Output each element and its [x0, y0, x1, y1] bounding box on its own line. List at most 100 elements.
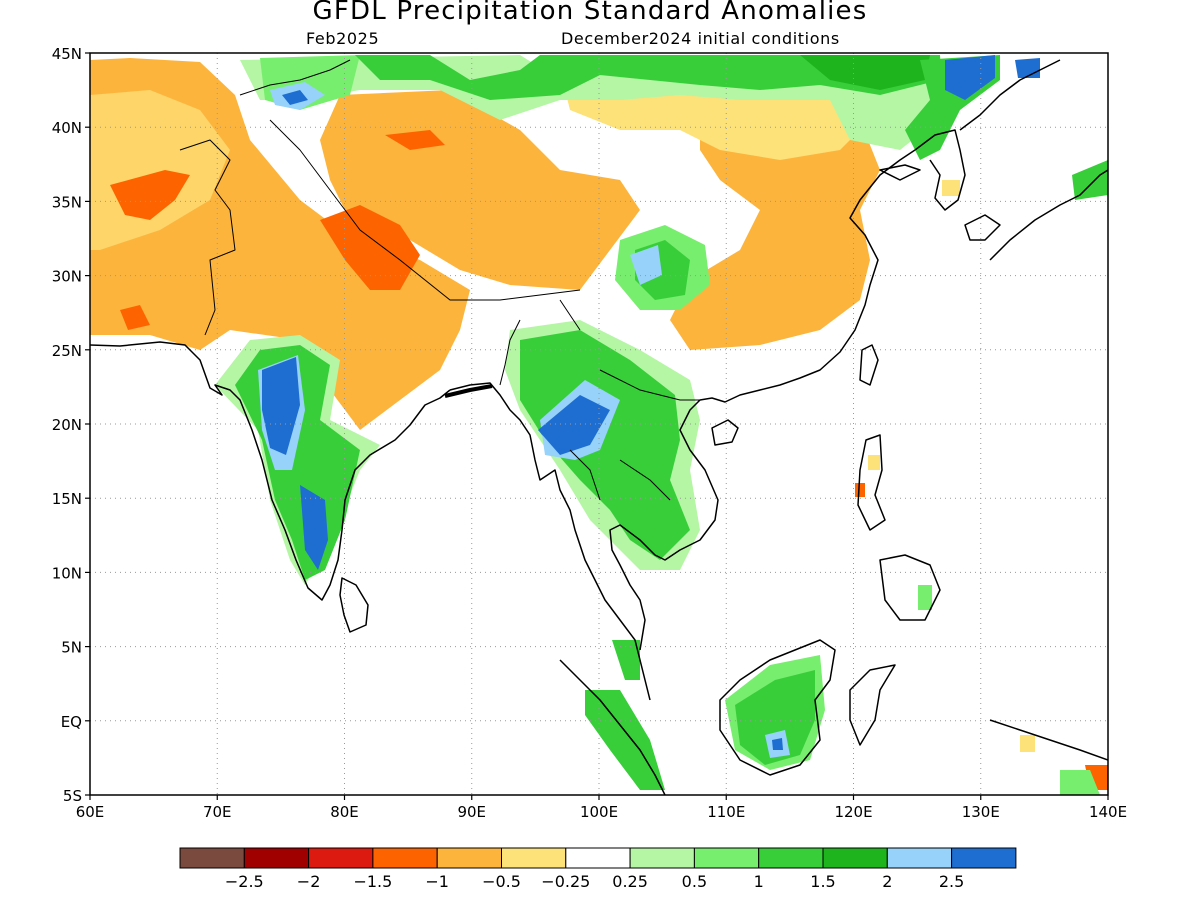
- colorbar-label: −1.5: [353, 872, 392, 891]
- wet-anomaly-north-dark: [800, 55, 930, 90]
- lon-label: 120E: [834, 803, 872, 821]
- colorbar-label: 0.25: [612, 872, 648, 891]
- coastline-new-guinea: [989, 719, 1108, 761]
- colorbar-label: −1: [425, 872, 449, 891]
- colorbar-label: −2: [297, 872, 321, 891]
- lat-label: EQ: [61, 713, 82, 731]
- lon-label: 110E: [707, 803, 745, 821]
- coastline-bay-bengal-delta: [444, 384, 493, 398]
- wet-anomaly-blue-north-dark: [282, 90, 308, 105]
- colorbar-swatch: [179, 847, 245, 869]
- colorbar-swatch: [758, 847, 824, 869]
- colorbar: −2.5 −2 −1.5 −1 −0.5 −0.25 0.25 0.5 1 1.5 2 2.5: [179, 847, 1017, 891]
- coastline-taiwan: [859, 344, 879, 386]
- coastline-sumatra: [559, 659, 666, 795]
- colorbar-swatch: [436, 847, 503, 869]
- coastline-bangladesh-burma: [449, 382, 651, 701]
- dry-anomaly-png-yellow: [1020, 735, 1035, 752]
- wet-anomaly-sumatra: [585, 690, 665, 790]
- lat-label: 25N: [52, 342, 82, 360]
- wet-anomaly-korea-yellow: [942, 180, 960, 196]
- colorbar-label: −2.5: [225, 872, 264, 891]
- colorbar-swatch: [951, 847, 1017, 869]
- coastline-japan-kyushu: [964, 214, 1001, 241]
- colorbar-swatch: [501, 847, 567, 869]
- wet-anomaly-png: [1060, 770, 1100, 795]
- lon-label: 130E: [962, 803, 1000, 821]
- map-grid: [90, 53, 1108, 795]
- coastline-russia-east: [959, 59, 1061, 131]
- coastlines: [90, 59, 1108, 795]
- dry-anomaly-orange-dark-3: [385, 130, 445, 150]
- lat-label: 5N: [61, 639, 82, 657]
- colorbar-label: 1.5: [810, 872, 835, 891]
- lon-label: 80E: [330, 803, 359, 821]
- colorbar-swatch: [243, 847, 310, 869]
- coastline-japan-honshu: [989, 169, 1108, 261]
- wet-anomaly-ne-blue-2: [1015, 58, 1040, 78]
- chart-title: GFDL Precipitation Standard Anomalies: [312, 0, 868, 26]
- wet-anomaly-india-blue-south: [300, 485, 328, 570]
- wet-anomaly-ne-blue: [945, 55, 995, 100]
- colorbar-swatch: [372, 847, 438, 869]
- dry-anomaly-orange-dark-1: [110, 170, 190, 220]
- anomaly-field: [90, 55, 1108, 795]
- lat-label: 30N: [52, 268, 82, 286]
- wet-anomaly-indochina-blue: [538, 395, 610, 455]
- coastline-indochina: [609, 149, 916, 651]
- wet-anomaly-india-blue: [262, 357, 300, 455]
- wet-anomaly-borneo: [735, 670, 815, 765]
- coastline-hainan: [711, 419, 739, 446]
- lon-label: 140E: [1089, 803, 1127, 821]
- colorbar-swatch: [886, 847, 953, 869]
- forecast-month: Feb2025: [306, 29, 380, 48]
- lat-label: 20N: [52, 416, 82, 434]
- dry-anomaly-east: [670, 100, 880, 350]
- colorbar-swatch: [565, 847, 631, 869]
- initial-conditions: December2024 initial conditions: [561, 29, 840, 48]
- coastline-mindanao: [879, 554, 941, 621]
- lat-label: 10N: [52, 564, 82, 582]
- lat-label: 40N: [52, 119, 82, 137]
- latitude-axis: 45N 40N 35N 30N 25N 20N 15N 10N 5N EQ 5S: [52, 45, 90, 805]
- coastline-luzon: [857, 434, 886, 531]
- lon-label: 70E: [203, 803, 232, 821]
- wet-anomaly-indochina: [520, 330, 690, 560]
- lon-label: 90E: [457, 803, 486, 821]
- dry-anomaly-orange-dark-2: [320, 205, 420, 290]
- dry-anomaly-luzon-yellow: [868, 455, 880, 470]
- lat-label: 15N: [52, 490, 82, 508]
- wet-anomaly-japan: [1072, 160, 1108, 200]
- wet-anomaly-tibet-blue: [630, 245, 662, 285]
- wet-anomaly-philippines: [918, 585, 932, 610]
- colorbar-label: −0.5: [482, 872, 521, 891]
- coastline-borneo: [719, 639, 836, 776]
- coastline-shandong: [879, 164, 921, 181]
- lon-label: 60E: [76, 803, 105, 821]
- colorbar-label: 2: [882, 872, 892, 891]
- lat-label: 5S: [63, 787, 82, 805]
- dry-anomaly-orange-dark-4: [120, 305, 150, 330]
- colorbar-label: −0.25: [541, 872, 590, 891]
- borders-inland: [179, 59, 700, 501]
- colorbar-swatch: [629, 847, 695, 869]
- colorbar-label: 1: [754, 872, 764, 891]
- colorbar-swatch: [308, 847, 374, 869]
- lon-label: 100E: [580, 803, 618, 821]
- lat-label: 35N: [52, 193, 82, 211]
- colorbar-label: 2.5: [939, 872, 964, 891]
- coastline-sri-lanka: [339, 577, 369, 633]
- coastline-korea: [914, 129, 966, 211]
- dry-anomaly-luzon: [855, 483, 865, 497]
- lat-label: 45N: [52, 45, 82, 63]
- colorbar-label: 0.5: [682, 872, 707, 891]
- colorbar-swatch: [693, 847, 760, 869]
- wet-anomaly-malay: [612, 640, 640, 680]
- coastline-arabia-india: [90, 341, 451, 601]
- coastline-sulawesi: [849, 664, 896, 746]
- colorbar-swatch: [822, 847, 888, 869]
- wet-anomaly-borneo-blue-dark: [772, 738, 783, 750]
- wet-anomaly-north-green: [355, 55, 940, 100]
- longitude-axis: 60E 70E 80E 90E 100E 110E 120E 130E 140E: [76, 795, 1127, 821]
